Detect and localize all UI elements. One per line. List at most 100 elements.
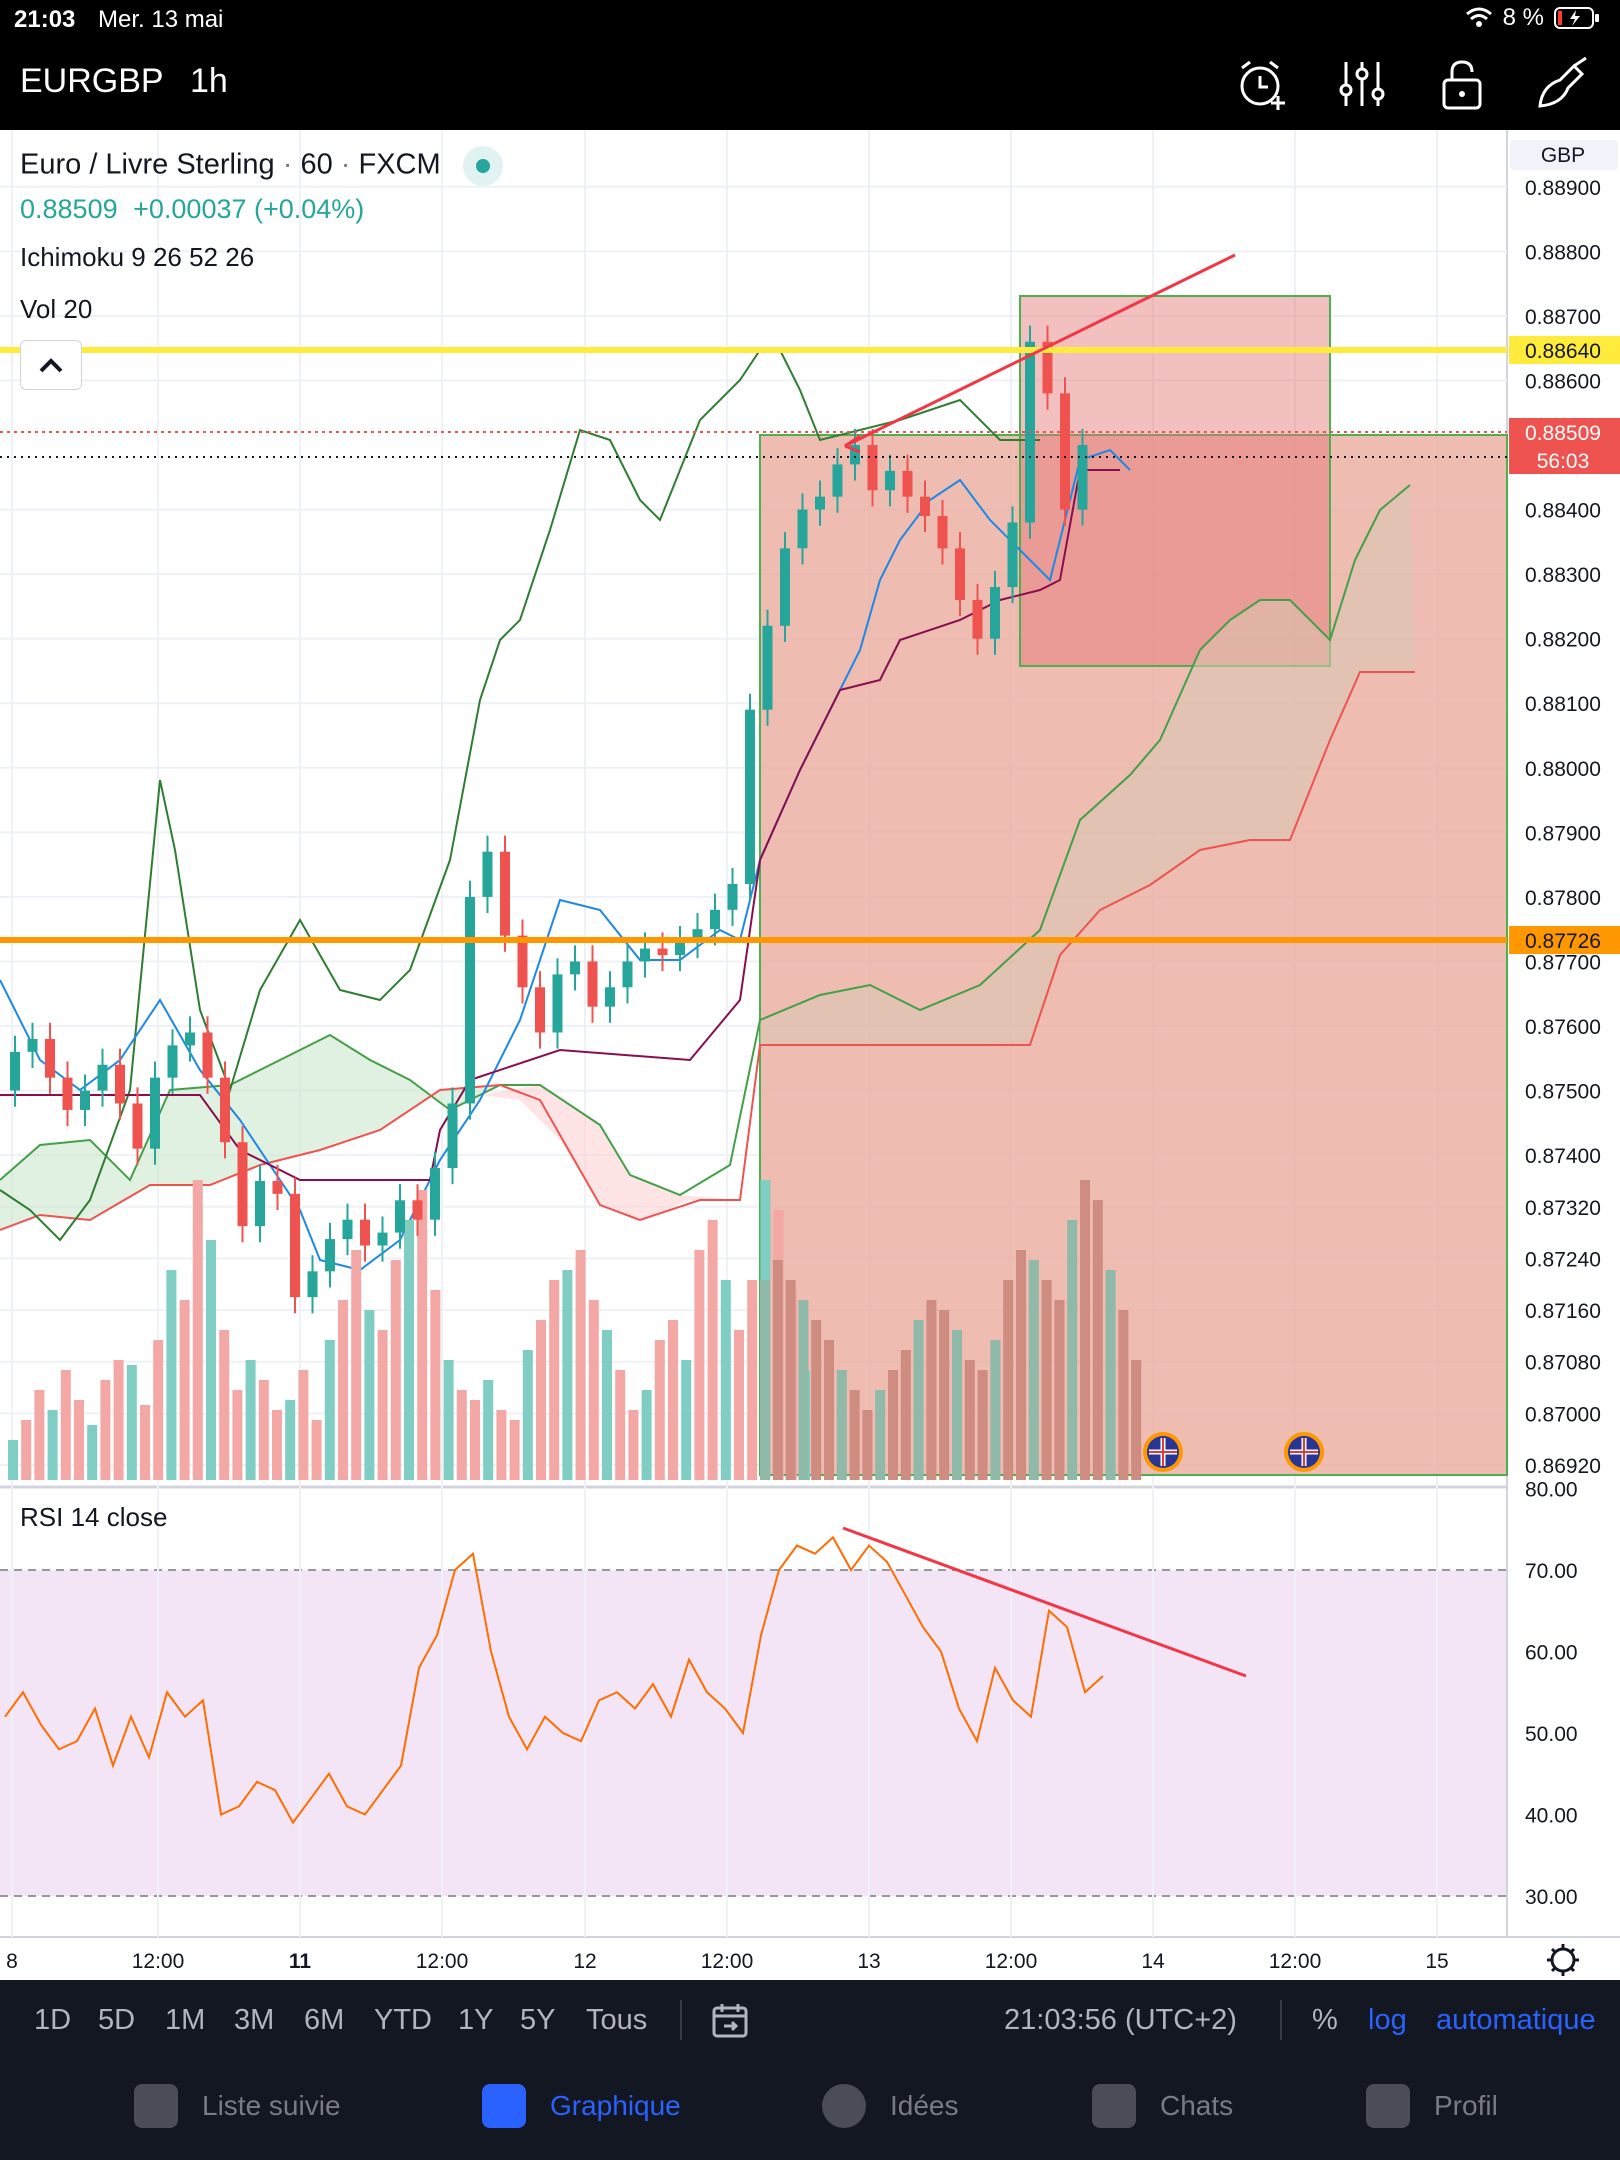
- range-1d[interactable]: 1D: [34, 2004, 72, 2036]
- price-tick-label: 0.87240: [1525, 1248, 1601, 1271]
- price-trendline[interactable]: [844, 253, 1236, 448]
- price-tick-label: 0.87500: [1525, 1081, 1601, 1104]
- candle-body: [255, 1180, 265, 1227]
- calendar-icon[interactable]: [710, 2000, 750, 2040]
- drawing-tools-icon[interactable]: [1534, 56, 1590, 112]
- volume-bar: [913, 1320, 924, 1480]
- rsi-trendline[interactable]: [842, 1526, 1247, 1678]
- market-status-icon[interactable]: [462, 146, 503, 186]
- volume-bar: [483, 1380, 494, 1480]
- rsi-legend[interactable]: RSI 14 close: [20, 1502, 168, 1532]
- percent-toggle[interactable]: %: [1312, 2004, 1338, 2036]
- candle-body: [727, 884, 738, 910]
- range-1y[interactable]: 1Y: [458, 2004, 494, 2036]
- log-toggle[interactable]: log: [1368, 2004, 1407, 2036]
- range-3m[interactable]: 3M: [234, 2004, 275, 2036]
- nav-ideas[interactable]: Idées: [822, 2084, 959, 2128]
- volume-bar: [1131, 1360, 1142, 1480]
- volume-bar: [1028, 1260, 1039, 1480]
- uk-event-flag-icon-2[interactable]: [1284, 1432, 1324, 1472]
- volume-bar: [575, 1250, 586, 1480]
- volume-bar: [734, 1330, 744, 1480]
- volume-bar: [298, 1370, 309, 1480]
- volume-bar: [849, 1390, 860, 1480]
- watchlist-icon: [134, 2084, 178, 2128]
- instrument-name[interactable]: Euro / Livre Sterling: [20, 148, 275, 181]
- candle-body: [185, 1032, 195, 1046]
- price-trendline-arrow: [844, 434, 861, 454]
- exchange-label: FXCM: [358, 148, 441, 181]
- candle-body: [972, 599, 983, 639]
- status-time: 21:03: [14, 6, 76, 33]
- symbol-button[interactable]: EURGBP: [20, 62, 164, 100]
- volume-bar: [836, 1370, 847, 1480]
- range-5d[interactable]: 5D: [98, 2004, 136, 2036]
- chart-canvas[interactable]: 0.88900 0.88800 0.88700 0.88600 0.88400 0.883…: [0, 130, 1620, 1980]
- ideas-icon: [822, 2084, 866, 2128]
- volume-bar: [1067, 1220, 1078, 1480]
- time-tick-label: 8: [6, 1950, 18, 1973]
- orange-level-text: 0.87726: [1525, 930, 1601, 953]
- candle-body: [307, 1271, 318, 1298]
- price-tick-label: 0.87800: [1525, 887, 1601, 910]
- candle-body: [237, 1142, 248, 1227]
- nav-chats[interactable]: Chats: [1092, 2084, 1233, 2128]
- volume-bar: [377, 1330, 388, 1480]
- volume-bar: [126, 1365, 137, 1480]
- time-tick-label: 12: [573, 1950, 596, 1973]
- nav-watchlist[interactable]: Liste suivie: [134, 2084, 341, 2128]
- price-tick-label: 0.88700: [1525, 306, 1601, 329]
- candle-body: [290, 1193, 300, 1298]
- range-5y[interactable]: 5Y: [520, 2004, 556, 2036]
- battery-percent: 8 %: [1502, 4, 1544, 31]
- rsi-tick-label: 80.00: [1525, 1479, 1578, 1502]
- volume-bar: [443, 1360, 454, 1480]
- auto-toggle[interactable]: automatique: [1436, 2004, 1596, 2036]
- nav-label: Liste suivie: [202, 2090, 341, 2121]
- uk-event-flag-icon[interactable]: [1143, 1432, 1183, 1472]
- volume-bar: [900, 1350, 911, 1480]
- time-axis[interactable]: 8 12:00 11 12:00 12 12:00 13 12:00 14 12:00 15: [6, 1950, 1449, 1973]
- range-1m[interactable]: 1M: [165, 2004, 206, 2036]
- range-6m[interactable]: 6M: [304, 2004, 345, 2036]
- volume-bar: [258, 1380, 269, 1480]
- volume-bar: [100, 1380, 111, 1480]
- time-tick-label: 12:00: [701, 1950, 754, 1973]
- range-ytd[interactable]: YTD: [374, 2004, 432, 2036]
- volume-bar: [798, 1300, 809, 1480]
- volume-bar: [549, 1280, 560, 1480]
- collapse-legend-button[interactable]: [20, 340, 82, 390]
- legend-price: 0.88509: [20, 194, 118, 224]
- volume-bar: [977, 1370, 988, 1480]
- volume-bar: [926, 1300, 937, 1480]
- timeframe-bar: 1D 5D 1M 3M 6M YTD 1Y 5Y Tous 21:03:56 (…: [0, 1980, 1620, 2060]
- price-tick-label: 0.87600: [1525, 1016, 1601, 1039]
- ichimoku-legend[interactable]: Ichimoku 9 26 52 26: [20, 242, 255, 272]
- candle-body: [605, 987, 615, 1007]
- candle-body: [885, 470, 895, 491]
- volume-bar: [496, 1410, 507, 1480]
- volume-bar: [509, 1420, 520, 1480]
- alarm-add-icon[interactable]: [1234, 56, 1290, 112]
- volume-bar: [311, 1420, 322, 1480]
- nav-profile[interactable]: Profil: [1366, 2084, 1498, 2128]
- clock-label[interactable]: 21:03:56 (UTC+2): [1004, 2004, 1237, 2036]
- lock-icon[interactable]: [1434, 56, 1490, 112]
- time-tick-label: 11: [289, 1950, 312, 1973]
- price-axis[interactable]: 0.88900 0.88800 0.88700 0.88600 0.88400 0.883…: [1525, 177, 1601, 1478]
- timeframe-button[interactable]: 1h: [190, 62, 228, 100]
- chart-icon: [482, 2084, 526, 2128]
- candle-body: [622, 961, 633, 988]
- candle-body: [850, 445, 860, 465]
- candle-body: [990, 587, 1000, 639]
- candle-body: [1007, 522, 1018, 588]
- range-all[interactable]: Tous: [586, 2004, 648, 2036]
- chart-area[interactable]: 0.88900 0.88800 0.88700 0.88600 0.88400 0.883…: [0, 130, 1620, 1980]
- volume-legend[interactable]: Vol 20: [20, 294, 93, 324]
- gear-icon[interactable]: [1547, 1944, 1579, 1976]
- indicators-icon[interactable]: [1334, 56, 1390, 112]
- volume-bar: [364, 1310, 375, 1480]
- rsi-axis[interactable]: 80.00 70.00 60.00 50.00 40.00 30.00: [1525, 1479, 1578, 1910]
- nav-chart[interactable]: Graphique: [482, 2084, 681, 2128]
- volume-bar: [34, 1390, 45, 1480]
